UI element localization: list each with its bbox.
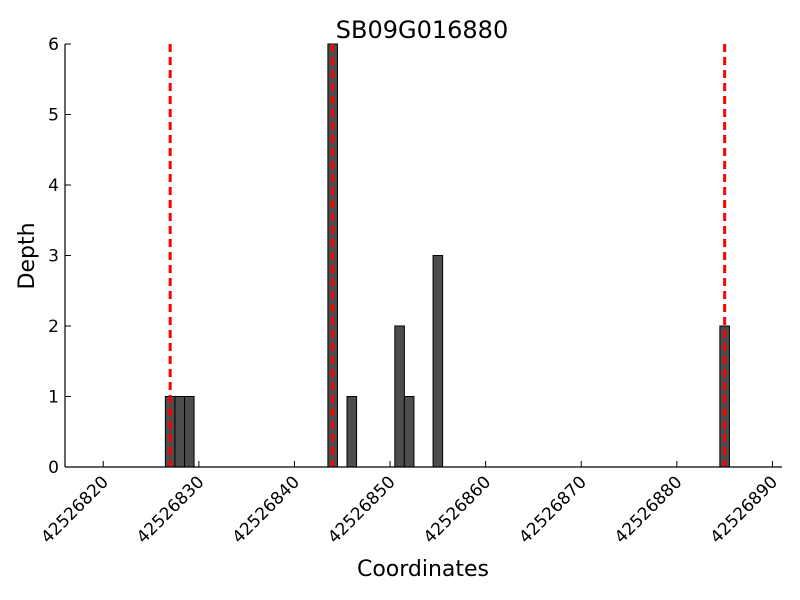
x-axis-label: Coordinates xyxy=(357,557,489,582)
y-tick-label: 5 xyxy=(48,106,59,126)
x-tick-label: 42526830 xyxy=(133,472,208,547)
x-tick-label: 42526840 xyxy=(229,472,304,547)
x-tick-label: 42526870 xyxy=(515,472,590,547)
y-tick-label: 0 xyxy=(48,458,59,478)
marker-lines-group xyxy=(168,44,727,467)
y-tick-label: 4 xyxy=(48,176,59,196)
chart-title: SB09G016880 xyxy=(336,16,508,44)
bars-group xyxy=(164,43,730,468)
x-tick-label: 42526880 xyxy=(611,472,686,547)
y-tick-label: 6 xyxy=(48,35,59,55)
axes-group: 0 1 2 3 4 5 6 42526820 42526830 42526840 42526850 4… xyxy=(37,35,782,548)
bar xyxy=(174,396,186,468)
x-tick-label: 42526820 xyxy=(37,472,112,547)
bar xyxy=(394,325,405,468)
x-tick-label: 42526860 xyxy=(420,472,495,547)
y-axis-label: Depth xyxy=(15,222,40,289)
y-tick-label: 3 xyxy=(48,247,59,267)
y-tick-label: 1 xyxy=(48,388,59,408)
x-tick-label: 42526850 xyxy=(324,472,399,547)
bar xyxy=(346,396,358,468)
bar xyxy=(403,396,415,468)
bar xyxy=(164,396,176,468)
y-tick-label: 2 xyxy=(48,317,59,337)
x-tick-label: 42526890 xyxy=(707,472,782,547)
bar xyxy=(184,396,195,468)
bar xyxy=(432,255,444,468)
